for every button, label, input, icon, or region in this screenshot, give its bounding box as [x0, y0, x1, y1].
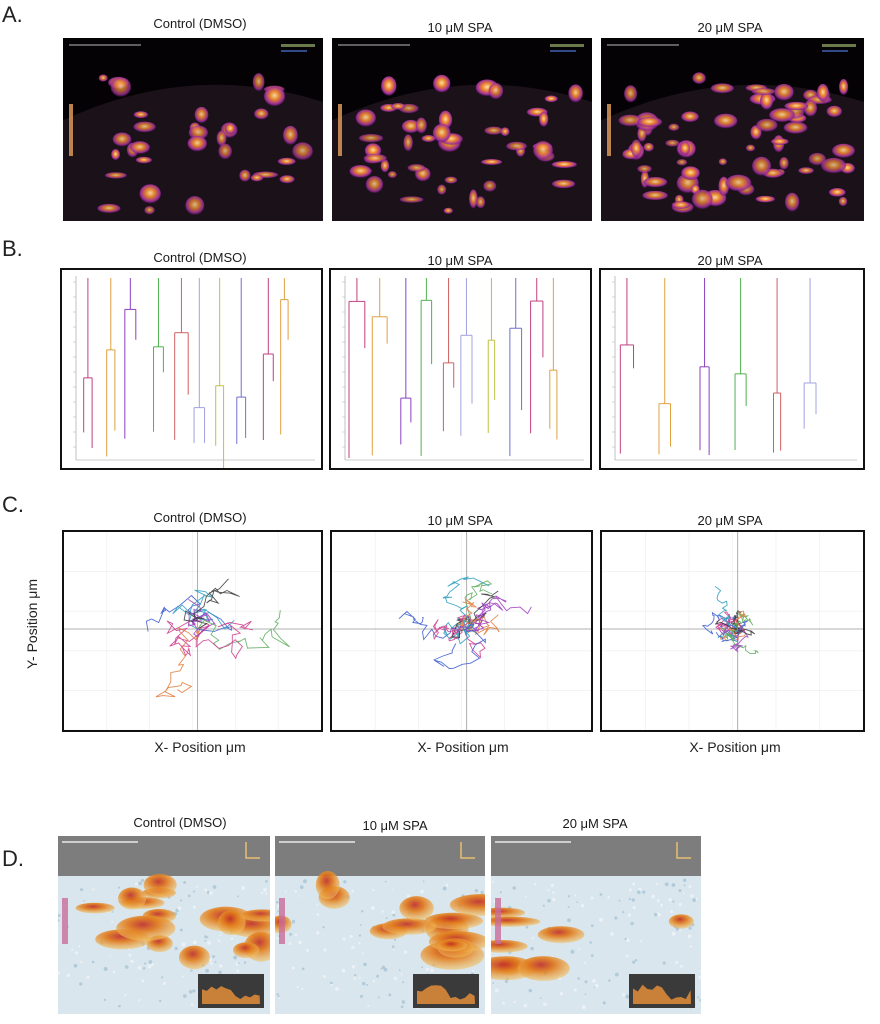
lineage-tree-10um: [342, 276, 584, 461]
panel-d-title-control: Control (DMSO): [133, 815, 227, 830]
panel-c-tracks-20um: [600, 530, 865, 732]
panel-c-tracks-control: [62, 530, 323, 732]
panel-d-surface-control: [58, 836, 270, 1014]
panel-c-title-10um: 10 μM SPA: [427, 513, 493, 528]
panel-b-title-20um: 20 μM SPA: [697, 253, 763, 268]
panel-d-title-20um: 20 μM SPA: [562, 816, 628, 831]
fluorescence-image-control: [63, 38, 323, 221]
panel-a-image-20um: [601, 38, 864, 221]
lineage-tree-control: [73, 276, 315, 468]
panel-b-lineage-20um: [599, 268, 865, 470]
panel-d-surface-10um: [275, 836, 485, 1014]
panel-c-ylabel: Y- Position μm: [24, 578, 40, 670]
panel-a-image-10um: [332, 38, 592, 221]
surface-render-10um: [275, 836, 485, 1014]
panel-a-title-10um: 10 μM SPA: [427, 20, 493, 35]
panel-a-label: A.: [2, 2, 23, 27]
panel-c-tracks-10um: [330, 530, 593, 732]
cell-tracks-20um: [602, 532, 863, 730]
panel-b-label: B.: [2, 236, 23, 261]
panel-b-lineage-control: [60, 268, 323, 470]
panel-c-title-control: Control (DMSO): [153, 510, 247, 525]
panel-d-label: D.: [2, 846, 24, 871]
panel-c-xlabel-10um: X- Position μm: [417, 739, 509, 755]
panel-b-lineage-10um: [329, 268, 592, 470]
panel-a-title-20um: 20 μM SPA: [697, 20, 763, 35]
panel-a-title-control: Control (DMSO): [153, 16, 247, 31]
surface-render-20um: [491, 836, 701, 1014]
panel-c-xlabel-control: X- Position μm: [154, 739, 246, 755]
lineage-tree-20um: [612, 276, 857, 461]
fluorescence-image-20um: [601, 38, 864, 221]
cell-tracks-10um: [332, 532, 591, 730]
panel-a-image-control: [63, 38, 323, 221]
panel-b-title-10um: 10 μM SPA: [427, 253, 493, 268]
panel-c-xlabel-20um: X- Position μm: [689, 739, 781, 755]
cell-tracks-control: [64, 532, 321, 730]
panel-d-title-10um: 10 μM SPA: [362, 818, 428, 833]
panel-c-title-20um: 20 μM SPA: [697, 513, 763, 528]
panel-d-surface-20um: [491, 836, 701, 1014]
fluorescence-image-10um: [332, 38, 592, 221]
surface-render-control: [58, 836, 270, 1014]
panel-c-label: C.: [2, 492, 24, 517]
panel-b-title-control: Control (DMSO): [153, 250, 247, 265]
